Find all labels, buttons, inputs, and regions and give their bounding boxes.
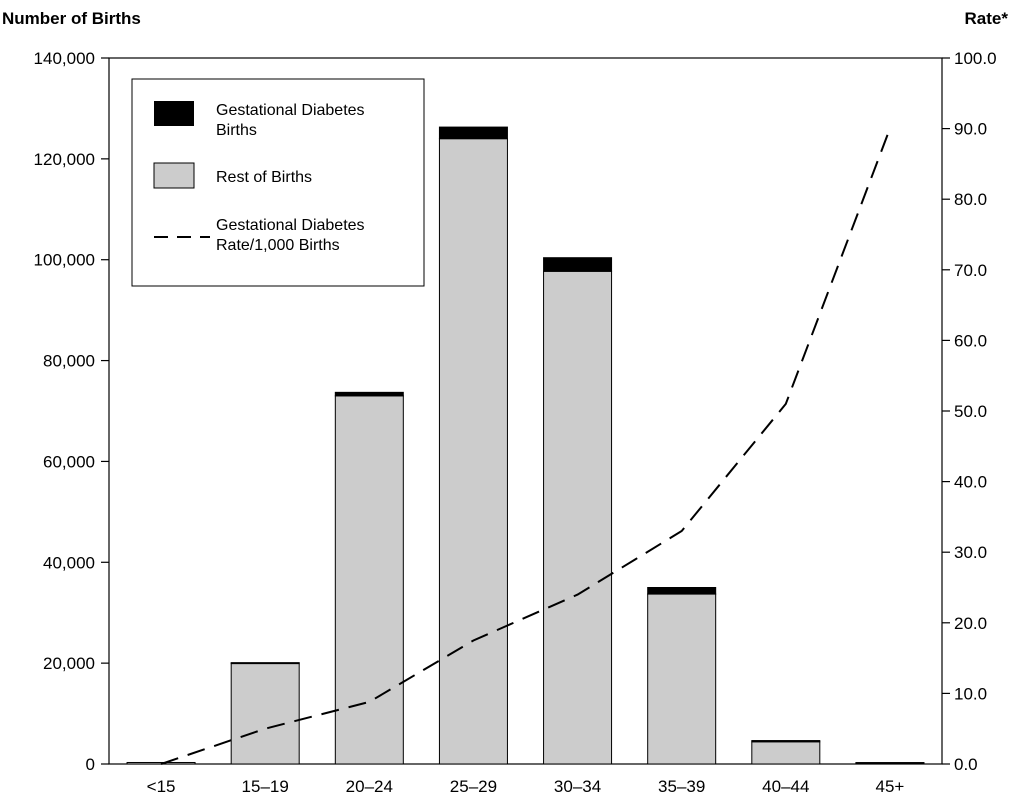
x-tick-label: 20–24 [346, 777, 393, 796]
y-left-tick-label: 120,000 [34, 150, 95, 169]
legend-label-rest: Rest of Births [216, 169, 312, 186]
y-right-tick-label: 60.0 [954, 331, 987, 350]
legend-label-rate-line2: Rate/1,000 Births [216, 237, 340, 254]
legend-label-rest-line1: Rest of Births [216, 169, 312, 186]
y-right-tick-label: 0.0 [954, 755, 978, 774]
y-right-tick-label: 50.0 [954, 402, 987, 421]
bar-rest-of-births [647, 593, 717, 765]
legend-label-gd-births-line1: Gestational Diabetes [216, 102, 365, 119]
bar-rest-of-births [438, 138, 508, 765]
bar-rest-of-births [543, 270, 613, 765]
bar-rest-of-births [751, 741, 821, 765]
rate-line [160, 128, 891, 765]
bar-gd-births [543, 257, 613, 272]
right-axis: 0.0 10.0 20.0 30.0 40.0 50.0 60.0 70.0 80.0 90.0 1… [942, 49, 997, 774]
y-right-tick-label: 80.0 [954, 190, 987, 209]
y-axis-right-title: Rate* [965, 9, 1009, 28]
y-left-tick-label: 100,000 [34, 251, 95, 270]
legend-swatch-gd-births [154, 101, 194, 126]
y-right-tick-label: 90.0 [954, 120, 987, 139]
legend: Gestational Diabetes Births Rest of Birt… [131, 78, 425, 287]
bar-gd-births [855, 762, 925, 765]
y-left-tick-label: 80,000 [43, 352, 95, 371]
y-axis-left-title: Number of Births [2, 9, 141, 28]
y-right-tick-label: 20.0 [954, 614, 987, 633]
left-axis: 0 20,000 40,000 60,000 80,000 100,000 120,000 1… [34, 49, 109, 774]
x-tick-label: <15 [147, 777, 176, 796]
y-left-tick-label: 140,000 [34, 49, 95, 68]
y-right-tick-label: 70.0 [954, 261, 987, 280]
bar-rest-of-births [230, 662, 300, 765]
y-left-tick-label: 20,000 [43, 654, 95, 673]
x-axis: <15 15–19 20–24 25–29 30–34 35–39 40–44 45+ [147, 777, 905, 796]
y-right-tick-label: 40.0 [954, 473, 987, 492]
y-right-tick-label: 30.0 [954, 543, 987, 562]
legend-swatch-rest [153, 162, 195, 189]
legend-label-rate: Gestational Diabetes Rate/1,000 Births [216, 217, 369, 254]
y-right-tick-label: 10.0 [954, 684, 987, 703]
x-tick-label: 25–29 [450, 777, 497, 796]
bar-gd-births [438, 126, 508, 140]
x-tick-label: 15–19 [242, 777, 289, 796]
y-left-tick-label: 60,000 [43, 452, 95, 471]
bars-group [126, 126, 925, 765]
x-tick-label: 30–34 [554, 777, 601, 796]
bar-gd-births [230, 662, 300, 665]
legend-label-gd-births-line2: Births [216, 122, 257, 139]
legend-label-rate-line1: Gestational Diabetes [216, 217, 365, 234]
x-tick-label: 35–39 [658, 777, 705, 796]
x-tick-label: 45+ [876, 777, 905, 796]
y-left-tick-label: 40,000 [43, 553, 95, 572]
bar-rest-of-births [334, 395, 404, 765]
x-tick-label: 40–44 [762, 777, 809, 796]
y-left-tick-label: 0 [86, 755, 95, 774]
bar-gd-births [647, 587, 717, 595]
bar-gd-births [751, 740, 821, 743]
legend-label-gd-births: Gestational Diabetes Births [216, 102, 369, 139]
bar-gd-births [334, 391, 404, 397]
y-right-tick-label: 100.0 [954, 49, 997, 68]
